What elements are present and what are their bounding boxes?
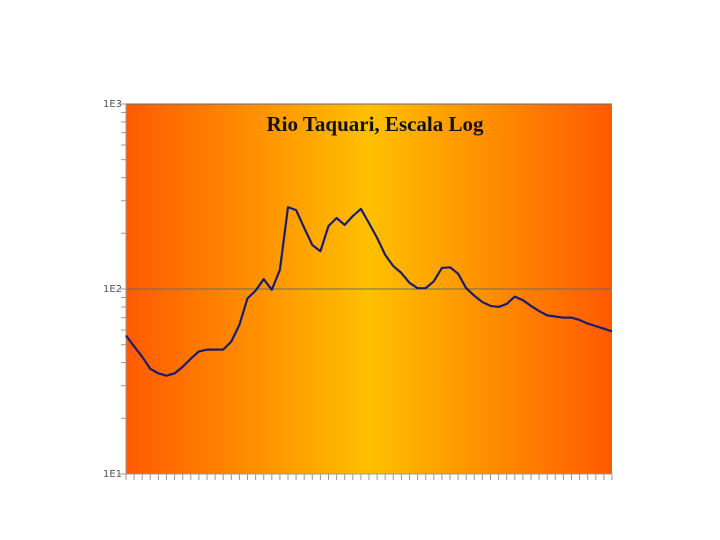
y-tick-label: 1E3 <box>103 99 122 110</box>
chart-title: Rio Taquari, Escala Log <box>266 112 484 136</box>
y-tick-label: 1E2 <box>103 284 122 295</box>
data-line <box>125 206 613 377</box>
y-tick-label: 1E1 <box>103 469 122 480</box>
